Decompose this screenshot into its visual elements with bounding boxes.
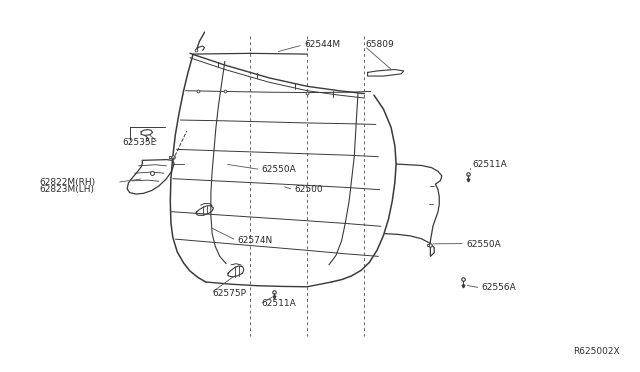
Text: 62500: 62500 (294, 185, 323, 194)
Text: 62511A: 62511A (472, 160, 507, 169)
Text: 62511A: 62511A (262, 299, 296, 308)
Text: 62544M: 62544M (304, 41, 340, 49)
Text: 65809: 65809 (365, 41, 394, 49)
Text: R625002X: R625002X (573, 347, 620, 356)
Text: 62575P: 62575P (212, 289, 246, 298)
Text: 62556A: 62556A (482, 283, 516, 292)
Text: 62535E: 62535E (122, 138, 156, 147)
Text: 62823M(LH): 62823M(LH) (40, 185, 95, 194)
Text: 62550A: 62550A (262, 165, 296, 174)
Text: 62574N: 62574N (237, 236, 273, 245)
Text: 62550A: 62550A (466, 240, 500, 249)
Text: 62822M(RH): 62822M(RH) (40, 178, 96, 187)
